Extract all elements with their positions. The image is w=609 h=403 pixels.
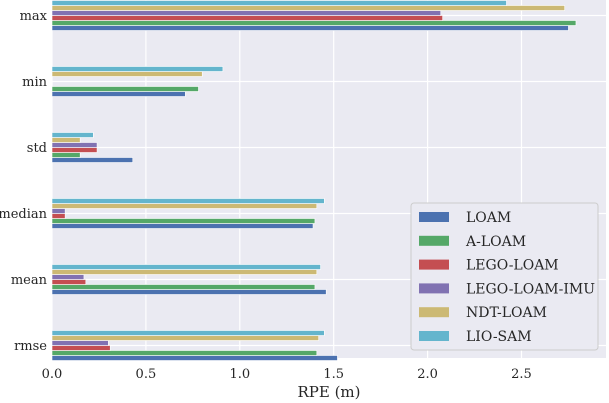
bar-ndt-loam-min xyxy=(51,71,203,77)
bar-lego-loam-imu-mean xyxy=(51,274,85,280)
bar-loam-max xyxy=(51,25,569,31)
y-tick-label-median: median xyxy=(0,207,48,222)
bars xyxy=(51,0,577,361)
bar-lego-loam-imu-std xyxy=(51,142,98,148)
bar-ndt-loam-mean xyxy=(51,269,318,275)
legend-label-a-loam: A-LOAM xyxy=(465,234,526,250)
bar-lio-sam-median xyxy=(51,198,325,204)
bar-a-loam-max xyxy=(51,20,577,26)
legend-label-lego-loam-imu: LEGO-LOAM-IMU xyxy=(466,281,595,297)
legend-swatch-lego-loam xyxy=(419,259,449,270)
bar-lego-loam-median xyxy=(51,213,66,219)
x-tick-label: 2.5 xyxy=(511,367,532,382)
bar-loam-mean xyxy=(51,289,327,295)
bar-lio-sam-mean xyxy=(51,264,321,270)
bar-a-loam-mean xyxy=(51,284,316,290)
bar-lego-loam-max xyxy=(51,15,443,21)
legend-label-lego-loam: LEGO-LOAM xyxy=(466,258,559,274)
bar-lego-loam-rmse xyxy=(51,345,111,351)
y-tick-labels: rmse mean median std min max xyxy=(0,9,48,354)
legend-swatch-a-loam xyxy=(419,235,449,246)
bar-lego-loam-mean xyxy=(51,279,87,285)
bar-a-loam-median xyxy=(51,218,316,224)
bar-lio-sam-min xyxy=(51,66,224,72)
x-tick-label: 0.5 xyxy=(136,367,157,382)
x-tick-label: 0.0 xyxy=(42,367,63,382)
bar-a-loam-min xyxy=(51,86,199,92)
bar-loam-median xyxy=(51,223,314,229)
y-tick-label-rmse: rmse xyxy=(14,339,47,354)
y-tick-label-std: std xyxy=(27,141,47,156)
x-tick-labels: 0.0 0.5 1.0 1.5 2.0 2.5 xyxy=(42,367,532,382)
legend-swatch-lio-sam xyxy=(419,331,449,341)
bar-ndt-loam-median xyxy=(51,203,318,209)
bar-a-loam-std xyxy=(51,152,81,158)
x-tick-label: 2.0 xyxy=(417,367,438,382)
x-axis-label: RPE (m) xyxy=(297,383,360,401)
bar-lio-sam-rmse xyxy=(51,330,325,336)
legend-swatch-loam xyxy=(419,212,449,222)
bar-loam-std xyxy=(51,157,134,163)
bar-ndt-loam-std xyxy=(51,137,81,143)
x-tick-label: 1.0 xyxy=(229,367,250,382)
bar-lego-loam-imu-rmse xyxy=(51,340,109,346)
legend-swatch-ndt-loam xyxy=(419,307,449,318)
bar-ndt-loam-rmse xyxy=(51,335,319,341)
legend-label-lio-sam: LIO-SAM xyxy=(466,329,532,345)
bar-lego-loam-imu-median xyxy=(51,208,66,214)
y-tick-label-mean: mean xyxy=(11,273,48,288)
x-tick-label: 1.5 xyxy=(323,367,344,382)
bar-a-loam-rmse xyxy=(51,350,318,356)
y-tick-label-min: min xyxy=(22,75,47,90)
bar-ndt-loam-max xyxy=(51,5,565,11)
grid-lines xyxy=(51,0,606,358)
y-tick-label-max: max xyxy=(20,9,48,24)
bar-lego-loam-std xyxy=(51,147,98,153)
legend-label-ndt-loam: NDT-LOAM xyxy=(466,305,547,321)
legend-label-loam: LOAM xyxy=(466,210,511,226)
bar-loam-min xyxy=(51,91,186,97)
bar-loam-rmse xyxy=(51,355,338,361)
bar-lego-loam-imu-max xyxy=(51,10,442,16)
legend: LOAM A-LOAM LEGO-LOAM LEGO-LOAM-IMU NDT-LOAM… xyxy=(410,202,599,351)
bar-lio-sam-max xyxy=(51,0,507,6)
legend-swatch-lego-loam-imu xyxy=(419,283,449,294)
legend-box xyxy=(410,202,599,351)
bar-lio-sam-std xyxy=(51,132,94,138)
